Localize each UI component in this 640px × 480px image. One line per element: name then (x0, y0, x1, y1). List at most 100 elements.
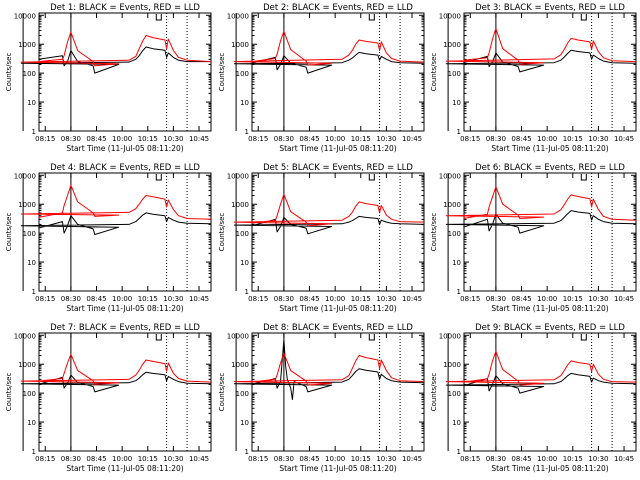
x-tick-label: 10:00 (325, 135, 345, 143)
y-tick-label: 1000 (443, 201, 461, 209)
series-lld-line (233, 352, 425, 386)
plot-frame (38, 12, 212, 132)
series-events-line (445, 49, 637, 73)
y-axis-label: Counts/sec (5, 373, 13, 412)
x-tick-label: 10:00 (537, 295, 557, 303)
series-lld-line (445, 186, 637, 221)
y-tick-label: 100 (448, 230, 461, 238)
series-events-line (20, 212, 212, 235)
y-tick-label: 10 (27, 99, 36, 107)
x-tick-label: 10:15 (351, 295, 371, 303)
series-lld-line (445, 28, 637, 65)
y-tick-label: 10000 (439, 332, 461, 340)
x-tick-label: 10:00 (325, 455, 345, 463)
panel-title: Det 2: BLACK = Events, RED = LLD (263, 3, 413, 13)
y-tick-label: 1 (32, 288, 36, 296)
x-tick-label: 10:00 (325, 295, 345, 303)
x-tick-label: 10:00 (112, 455, 132, 463)
x-axis-label: Start Time (11-Jul-05 08:11:20) (66, 304, 183, 313)
y-tick-label: 10000 (439, 172, 461, 180)
y-tick-label: 1 (457, 128, 461, 136)
y-tick-label: 1000 (443, 41, 461, 49)
y-tick-label: 1 (245, 448, 249, 456)
y-tick-label: 10 (27, 259, 36, 267)
x-tick-label: 10:30 (376, 295, 396, 303)
detector-panel-7: Det 7: BLACK = Events, RED = LLD Counts/s… (5, 323, 212, 473)
y-tick-label: 1000 (231, 41, 249, 49)
panel-title: Det 7: BLACK = Events, RED = LLD (50, 323, 200, 333)
y-tick-label: 1 (32, 128, 36, 136)
y-tick-label: 10 (452, 259, 461, 267)
detector-panel-3: Det 3: BLACK = Events, RED = LLD Counts/s… (430, 3, 637, 153)
series-events-line (445, 210, 637, 234)
x-tick-label: 08:45 (299, 295, 319, 303)
y-axis-label: Counts/sec (430, 213, 438, 252)
y-tick-label: 100 (448, 390, 461, 398)
panel-title: Det 8: BLACK = Events, RED = LLD (263, 323, 413, 333)
y-tick-label: 1 (245, 128, 249, 136)
panel-title: Det 6: BLACK = Events, RED = LLD (475, 163, 625, 173)
panel-title: Det 9: BLACK = Events, RED = LLD (475, 323, 625, 333)
series-events-line (445, 372, 637, 394)
bracket-marker (580, 174, 587, 181)
y-tick-label: 10000 (227, 172, 249, 180)
x-tick-label: 10:30 (376, 135, 396, 143)
plot-frame (38, 332, 212, 452)
y-tick-label: 100 (236, 70, 249, 78)
x-tick-label: 10:15 (138, 455, 158, 463)
bracket-marker (368, 334, 375, 341)
x-tick-label: 08:15 (460, 295, 480, 303)
y-axis-label: Counts/sec (218, 213, 226, 252)
y-tick-label: 100 (236, 390, 249, 398)
x-tick-label: 10:00 (537, 135, 557, 143)
y-axis-label: Counts/sec (5, 213, 13, 252)
x-axis-label: Start Time (11-Jul-05 08:11:20) (279, 464, 396, 473)
bracket-marker (155, 174, 162, 181)
bracket-marker (155, 334, 162, 341)
x-tick-label: 10:45 (402, 135, 422, 143)
series-lld-line (20, 31, 212, 67)
y-tick-label: 10 (452, 419, 461, 427)
y-axis-label: Counts/sec (218, 53, 226, 92)
x-tick-label: 10:30 (163, 295, 183, 303)
bracket-marker (155, 14, 162, 21)
x-tick-label: 08:30 (274, 295, 294, 303)
x-tick-label: 10:15 (138, 295, 158, 303)
x-tick-label: 10:15 (563, 295, 583, 303)
y-tick-label: 1 (32, 448, 36, 456)
x-tick-label: 10:45 (189, 135, 209, 143)
x-tick-label: 10:45 (614, 295, 634, 303)
x-tick-label: 10:30 (588, 295, 608, 303)
x-axis-label: Start Time (11-Jul-05 08:11:20) (491, 144, 608, 153)
plot-frame (38, 172, 212, 292)
y-tick-label: 1000 (231, 361, 249, 369)
x-tick-label: 08:30 (486, 135, 506, 143)
series-events-line (233, 215, 425, 235)
y-axis-label: Counts/sec (218, 373, 226, 412)
x-tick-label: 10:30 (163, 455, 183, 463)
x-tick-label: 10:15 (563, 135, 583, 143)
detector-panel-1: Det 1: BLACK = Events, RED = LLD Counts/s… (5, 3, 212, 153)
panel-title: Det 4: BLACK = Events, RED = LLD (50, 163, 200, 173)
x-tick-label: 10:45 (614, 135, 634, 143)
x-tick-label: 08:30 (61, 135, 81, 143)
y-tick-label: 10000 (227, 332, 249, 340)
y-axis-label: Counts/sec (430, 373, 438, 412)
detector-panel-5: Det 5: BLACK = Events, RED = LLD Counts/s… (218, 163, 425, 313)
series-events-line (20, 371, 212, 393)
detector-panel-2: Det 2: BLACK = Events, RED = LLD Counts/s… (218, 3, 425, 153)
y-tick-label: 10 (452, 99, 461, 107)
x-axis-label: Start Time (11-Jul-05 08:11:20) (66, 464, 183, 473)
x-tick-label: 08:30 (61, 295, 81, 303)
series-events-line (233, 51, 425, 74)
detector-panel-6: Det 6: BLACK = Events, RED = LLD Counts/s… (430, 163, 637, 313)
bracket-marker (368, 174, 375, 181)
panel-title: Det 3: BLACK = Events, RED = LLD (475, 3, 625, 13)
series-lld-line (233, 30, 425, 66)
series-lld-line (20, 353, 212, 385)
x-axis-label: Start Time (11-Jul-05 08:11:20) (66, 144, 183, 153)
x-tick-label: 08:15 (460, 455, 480, 463)
x-tick-label: 08:15 (248, 455, 268, 463)
x-axis-label: Start Time (11-Jul-05 08:11:20) (491, 464, 608, 473)
x-tick-label: 08:15 (35, 135, 55, 143)
